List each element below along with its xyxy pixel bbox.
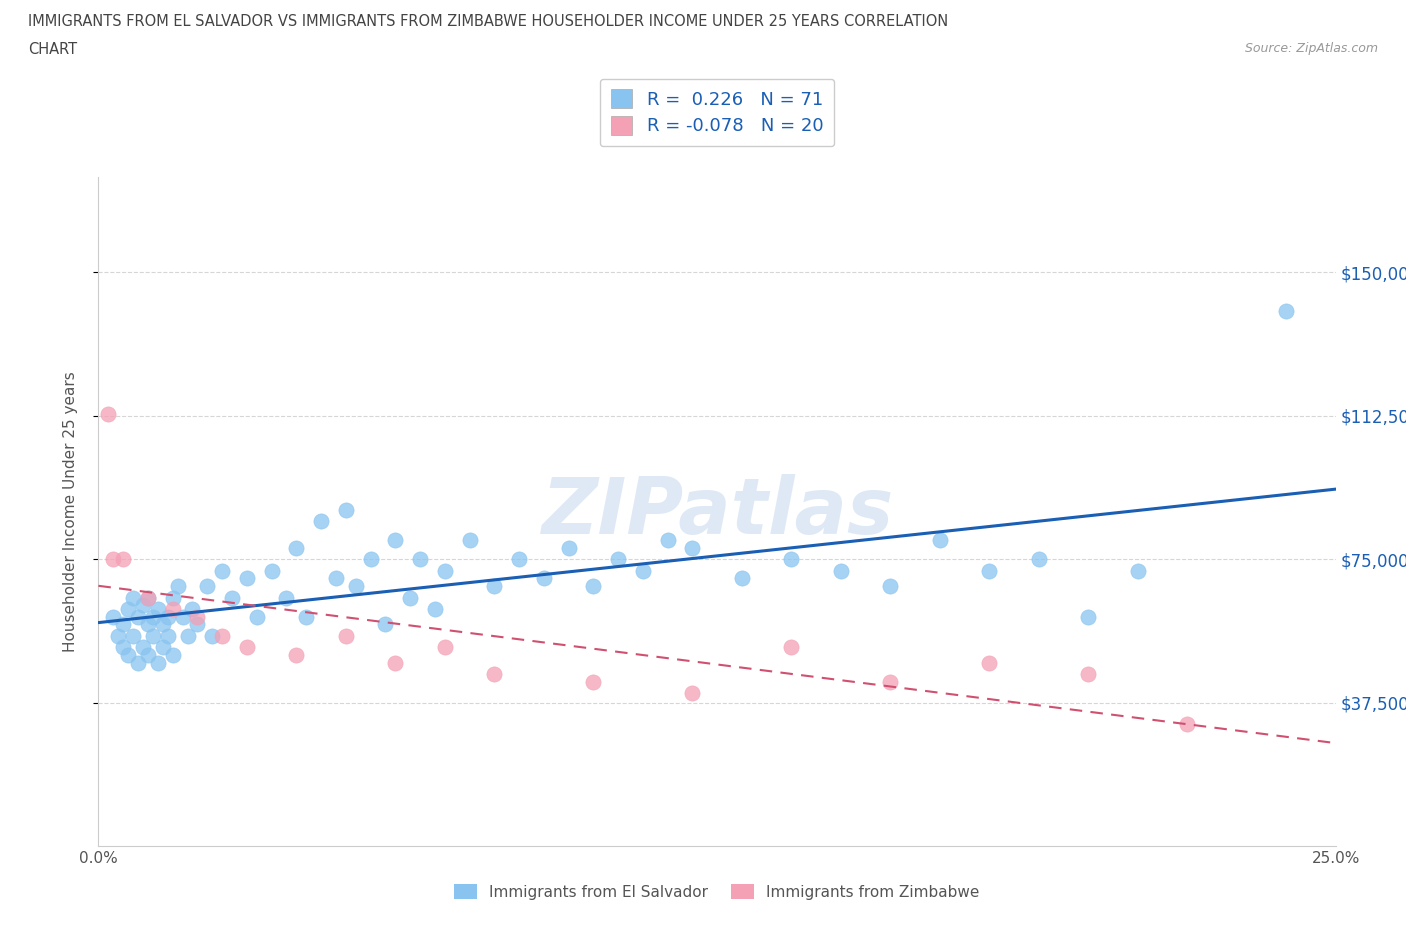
Point (582, 578, 605, 593)
Point (607, 551, 630, 566)
Point (344, 578, 367, 593)
Point (384, 533, 406, 548)
Point (484, 578, 506, 593)
Point (136, 591, 159, 605)
Point (142, 629, 165, 644)
Point (132, 598, 155, 613)
Point (136, 617, 159, 631)
Point (433, 640, 456, 655)
Point (117, 602, 139, 617)
Point (146, 602, 169, 617)
Point (276, 591, 298, 605)
Point (979, 564, 1001, 578)
Point (136, 647, 159, 662)
Point (122, 591, 145, 605)
Point (103, 609, 125, 624)
Point (166, 578, 188, 593)
Point (162, 591, 184, 605)
Point (195, 578, 218, 593)
Point (221, 591, 243, 605)
Point (156, 629, 179, 644)
Point (186, 609, 208, 624)
Point (260, 564, 283, 578)
Point (122, 629, 145, 644)
Point (211, 629, 233, 644)
Point (112, 617, 135, 631)
Point (112, 551, 135, 566)
Point (533, 571, 555, 586)
Point (309, 513, 332, 528)
Point (1175, 716, 1198, 731)
Point (146, 656, 169, 671)
Point (979, 656, 1001, 671)
Point (107, 629, 129, 644)
Point (117, 647, 139, 662)
Point (631, 564, 654, 578)
Point (928, 533, 950, 548)
Point (360, 551, 382, 566)
Point (156, 609, 179, 624)
Point (1275, 303, 1298, 318)
Point (162, 647, 184, 662)
Point (335, 629, 357, 644)
Point (508, 551, 530, 566)
Point (830, 564, 852, 578)
Point (97, 406, 120, 421)
Point (152, 640, 174, 655)
Point (1028, 551, 1050, 566)
Point (582, 674, 605, 689)
Point (879, 578, 901, 593)
Point (557, 540, 579, 555)
Point (127, 609, 149, 624)
Point (484, 667, 506, 682)
Point (433, 564, 456, 578)
Point (285, 647, 308, 662)
Point (399, 591, 422, 605)
Point (409, 551, 432, 566)
Point (181, 602, 204, 617)
Point (295, 609, 318, 624)
Point (127, 656, 149, 671)
Point (1077, 667, 1099, 682)
Point (152, 617, 174, 631)
Point (458, 533, 481, 548)
Point (186, 617, 208, 631)
Y-axis label: Householder Income Under 25 years: Householder Income Under 25 years (63, 371, 77, 652)
Point (246, 609, 269, 624)
Point (236, 571, 259, 586)
Point (325, 571, 347, 586)
Text: IMMIGRANTS FROM EL SALVADOR VS IMMIGRANTS FROM ZIMBABWE HOUSEHOLDER INCOME UNDER: IMMIGRANTS FROM EL SALVADOR VS IMMIGRANT… (28, 14, 949, 29)
Text: Source: ZipAtlas.com: Source: ZipAtlas.com (1244, 42, 1378, 55)
Point (142, 609, 165, 624)
Point (423, 602, 446, 617)
Point (731, 571, 754, 586)
Point (780, 640, 803, 655)
Point (132, 640, 155, 655)
Point (374, 617, 396, 631)
Point (112, 640, 135, 655)
Point (103, 551, 125, 566)
Point (162, 602, 184, 617)
Text: ZIPatlas: ZIPatlas (541, 473, 893, 550)
Legend: Immigrants from El Salvador, Immigrants from Zimbabwe: Immigrants from El Salvador, Immigrants … (449, 877, 986, 906)
Point (879, 674, 901, 689)
Point (1077, 609, 1099, 624)
Point (201, 629, 224, 644)
Point (172, 609, 194, 624)
Point (780, 551, 803, 566)
Text: CHART: CHART (28, 42, 77, 57)
Point (681, 540, 703, 555)
Point (335, 502, 357, 517)
Point (657, 533, 679, 548)
Point (384, 656, 406, 671)
Point (136, 591, 159, 605)
Point (236, 640, 259, 655)
Point (285, 540, 308, 555)
Point (681, 685, 703, 700)
Point (176, 629, 198, 644)
Point (1126, 564, 1149, 578)
Point (211, 564, 233, 578)
